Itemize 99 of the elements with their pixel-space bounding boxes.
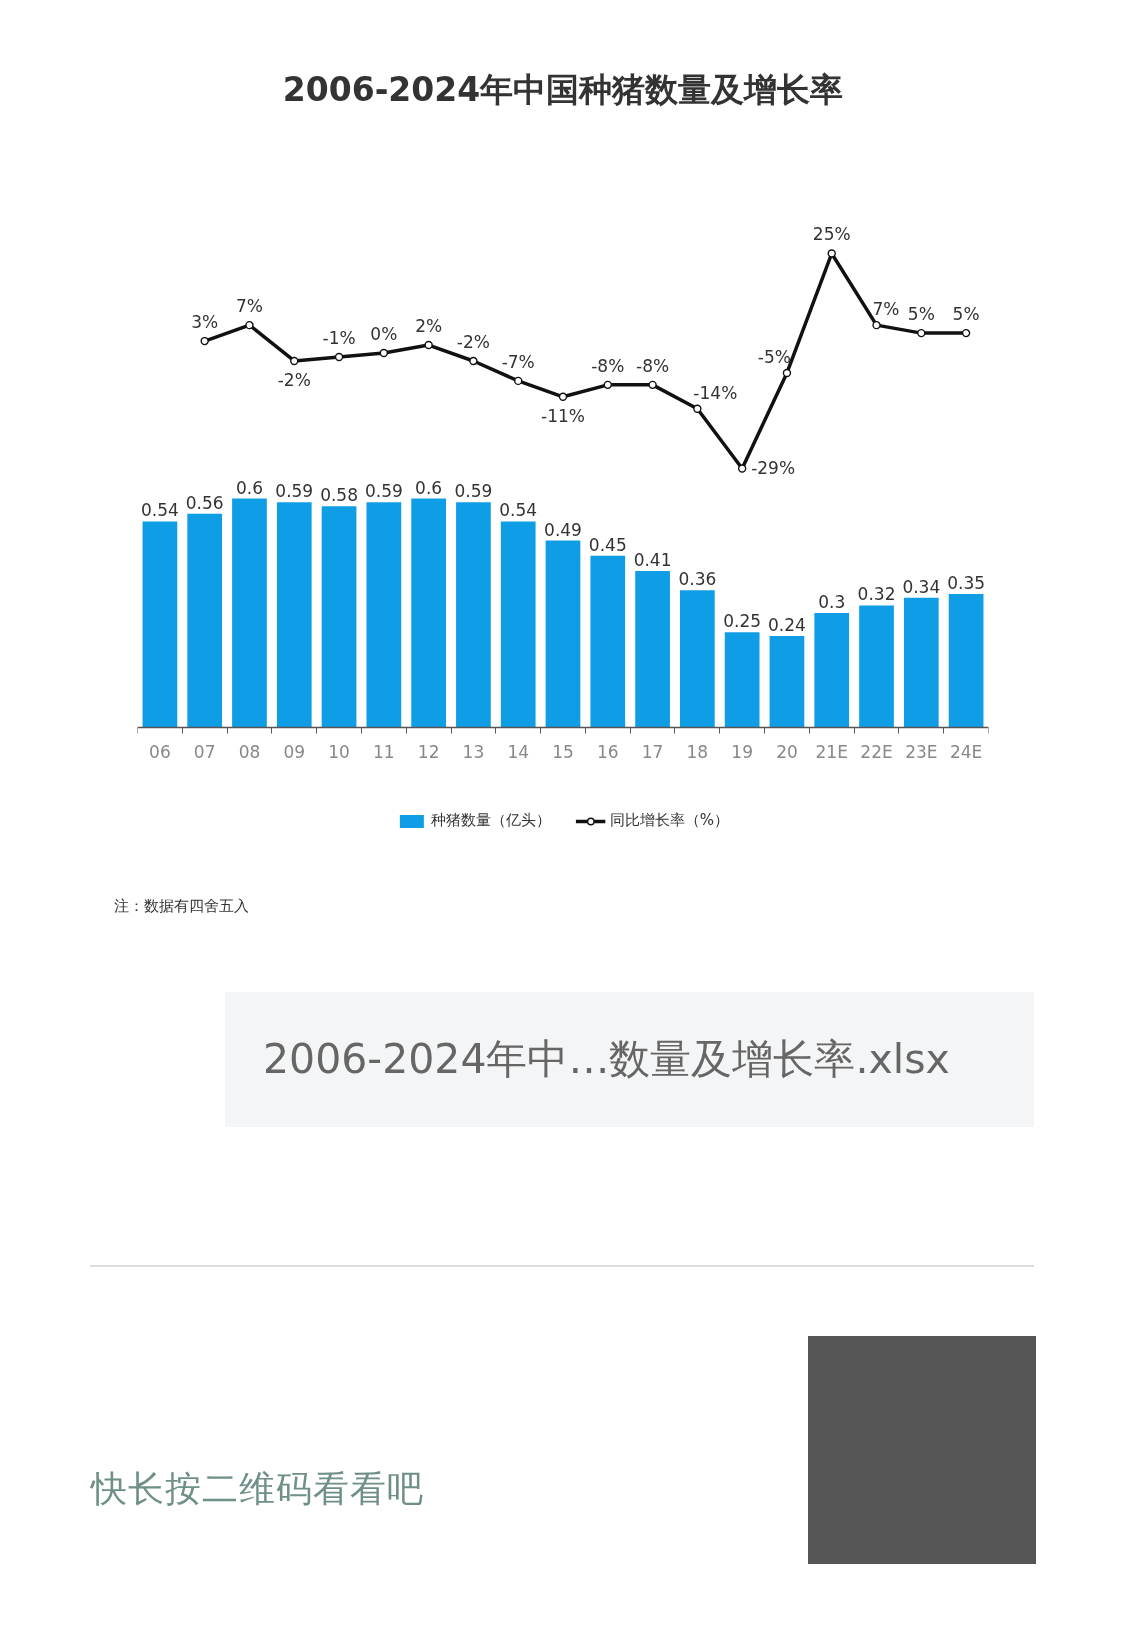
data-label: 0.36 xyxy=(678,569,717,590)
point xyxy=(827,249,836,258)
data-label: 0.24 xyxy=(768,615,806,635)
x-tick-label: 18 xyxy=(686,741,709,762)
data-label: 25% xyxy=(812,224,851,245)
x-tick-label: 20 xyxy=(776,741,798,762)
point xyxy=(961,328,971,338)
data-label: 0.45 xyxy=(588,534,627,555)
bar xyxy=(142,521,178,728)
data-label: -7% xyxy=(501,351,535,372)
x-tick-label: 23E xyxy=(905,741,938,762)
point xyxy=(334,352,344,362)
x-tick-label: 10 xyxy=(328,741,350,762)
x-tick-label: 14 xyxy=(507,741,530,762)
x-tick-label: 12 xyxy=(417,741,440,762)
data-label: 0.56 xyxy=(185,492,224,513)
data-label: 0% xyxy=(370,324,398,345)
data-label: 5% xyxy=(952,304,980,325)
x-tick-label: 16 xyxy=(596,741,619,762)
data-label: -11% xyxy=(541,405,585,426)
point xyxy=(693,404,702,413)
x-tick-label: 22E xyxy=(860,741,893,762)
bar xyxy=(769,636,805,728)
data-label: -2% xyxy=(277,369,311,390)
point xyxy=(737,464,747,473)
point xyxy=(290,356,299,366)
bar xyxy=(187,513,223,728)
bar xyxy=(545,540,581,728)
x-tick-label: 19 xyxy=(731,741,753,762)
bar xyxy=(232,498,267,728)
point xyxy=(424,340,433,350)
point xyxy=(872,320,881,330)
bar xyxy=(366,502,402,728)
bar xyxy=(456,502,491,728)
x-tick-label: 08 xyxy=(238,741,261,762)
x-tick-label: 21E xyxy=(815,741,848,762)
point xyxy=(514,376,523,386)
x-tick-label: 17 xyxy=(641,741,664,762)
data-label: 0.54 xyxy=(499,500,538,521)
point xyxy=(603,380,612,390)
point xyxy=(469,356,478,366)
data-label: 0.35 xyxy=(947,573,986,593)
bar xyxy=(724,632,760,728)
point xyxy=(782,368,792,378)
data-label: 0.6 xyxy=(415,477,443,498)
data-label: 0.6 xyxy=(235,477,263,498)
data-label: 7% xyxy=(235,296,263,317)
x-tick-label: 15 xyxy=(552,741,574,762)
bar xyxy=(948,594,984,728)
data-label: 2% xyxy=(415,316,443,337)
bar xyxy=(590,555,626,728)
point xyxy=(558,392,568,402)
data-label: -5% xyxy=(757,346,791,367)
data-label: 0.32 xyxy=(857,584,896,605)
bar xyxy=(635,571,670,728)
data-label: 0.3 xyxy=(818,592,846,613)
point xyxy=(379,348,389,358)
bar xyxy=(411,498,446,728)
data-label: -29% xyxy=(751,458,796,479)
data-label: -8% xyxy=(636,355,670,376)
data-label: 5% xyxy=(907,304,935,325)
chart-title: 2006-2024年中国种猪数量及增长率 xyxy=(282,69,844,109)
x-tick-label: 13 xyxy=(462,741,485,762)
data-label: 0.34 xyxy=(902,576,941,597)
data-label: 0.59 xyxy=(454,481,493,502)
bar xyxy=(276,502,312,728)
bar xyxy=(859,605,894,728)
x-tick-label: 11 xyxy=(373,741,395,762)
legend-label: 同比增长率（%） xyxy=(609,811,730,830)
data-label: 0.59 xyxy=(275,481,314,502)
data-label: -1% xyxy=(322,328,356,348)
data-label: -14% xyxy=(693,382,738,403)
data-label: 0.49 xyxy=(544,519,582,540)
text: 注：数据有四舍五入 xyxy=(114,896,249,917)
x-tick-label: 07 xyxy=(193,741,216,762)
point xyxy=(917,328,926,338)
text: 快长按二维码看看吧 xyxy=(91,1468,424,1510)
point xyxy=(200,336,209,346)
bar xyxy=(321,506,357,728)
data-label: 0.58 xyxy=(320,485,358,506)
point xyxy=(245,320,254,330)
data-label: 0.25 xyxy=(723,611,762,632)
data-label: 0.41 xyxy=(633,550,672,571)
data-label: 0.54 xyxy=(140,500,179,521)
bar xyxy=(680,590,715,728)
data-label: -8% xyxy=(591,355,625,376)
legend-label: 种猪数量（亿头） xyxy=(430,811,551,830)
data-label: -2% xyxy=(456,331,490,352)
x-tick-label: 09 xyxy=(283,741,306,762)
data-label: 3% xyxy=(191,312,219,333)
bar xyxy=(814,613,850,728)
point xyxy=(648,380,657,390)
x-tick-label: 06 xyxy=(149,741,171,762)
bar xyxy=(500,521,536,728)
data-label: 7% xyxy=(872,299,900,320)
text: 2006-2024年中…数量及增长率.xlsx xyxy=(263,1035,950,1083)
x-tick-label: 24E xyxy=(949,741,983,762)
bar xyxy=(903,597,939,728)
data-label: 0.59 xyxy=(364,481,403,502)
